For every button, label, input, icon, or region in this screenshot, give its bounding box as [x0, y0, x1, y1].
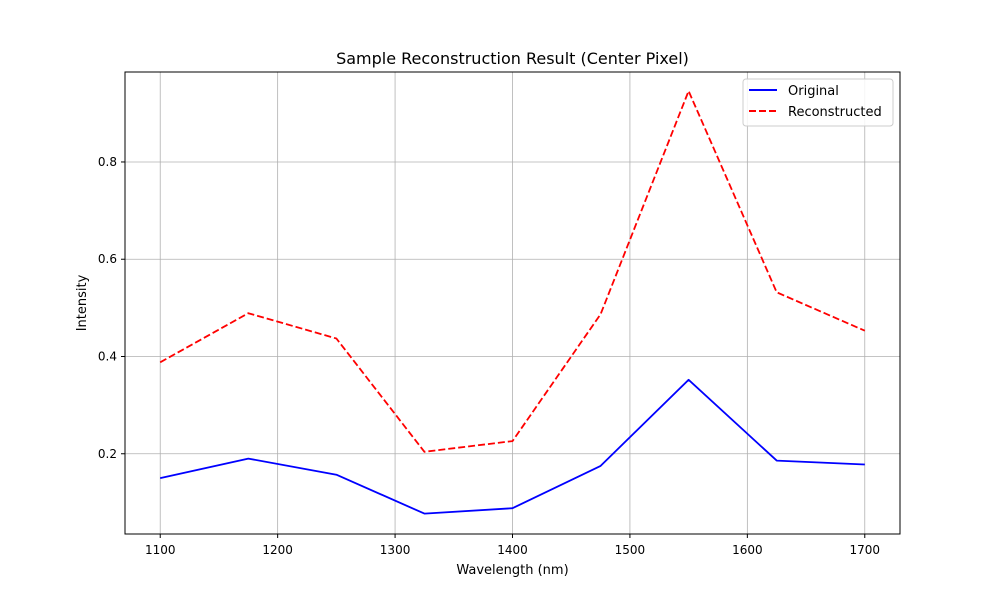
x-tick-label: 1100: [145, 543, 176, 557]
y-tick-label: 0.6: [98, 252, 117, 266]
x-tick-label: 1500: [615, 543, 646, 557]
x-tick-label: 1300: [380, 543, 411, 557]
series-line-reconstructed: [159, 90, 866, 453]
x-tick-label: 1600: [732, 543, 763, 557]
series-lines: [159, 90, 866, 515]
axis-ticks: 1100 1200 1300 1400 1500 1600 1700 0.2 0.4 0.6 0.8: [98, 155, 880, 557]
legend-label-reconstructed: Reconstructed: [788, 105, 882, 120]
x-tick-label: 1700: [849, 543, 880, 557]
y-tick-label: 0.8: [98, 155, 117, 169]
y-tick-label: 0.4: [98, 349, 117, 363]
chart-title: Sample Reconstruction Result (Center Pix…: [336, 49, 689, 68]
legend-box: [742, 78, 894, 127]
y-tick-label: 0.2: [98, 447, 117, 461]
legend-label-original: Original: [788, 84, 839, 99]
x-axis-label: Wavelength (nm): [456, 563, 568, 578]
series-line-original: [160, 378, 865, 515]
x-tick-label: 1400: [497, 543, 528, 557]
grid: [125, 72, 900, 534]
x-tick-label: 1200: [262, 543, 293, 557]
y-axis-label: Intensity: [75, 274, 90, 331]
legend: Original Reconstructed: [742, 78, 894, 127]
